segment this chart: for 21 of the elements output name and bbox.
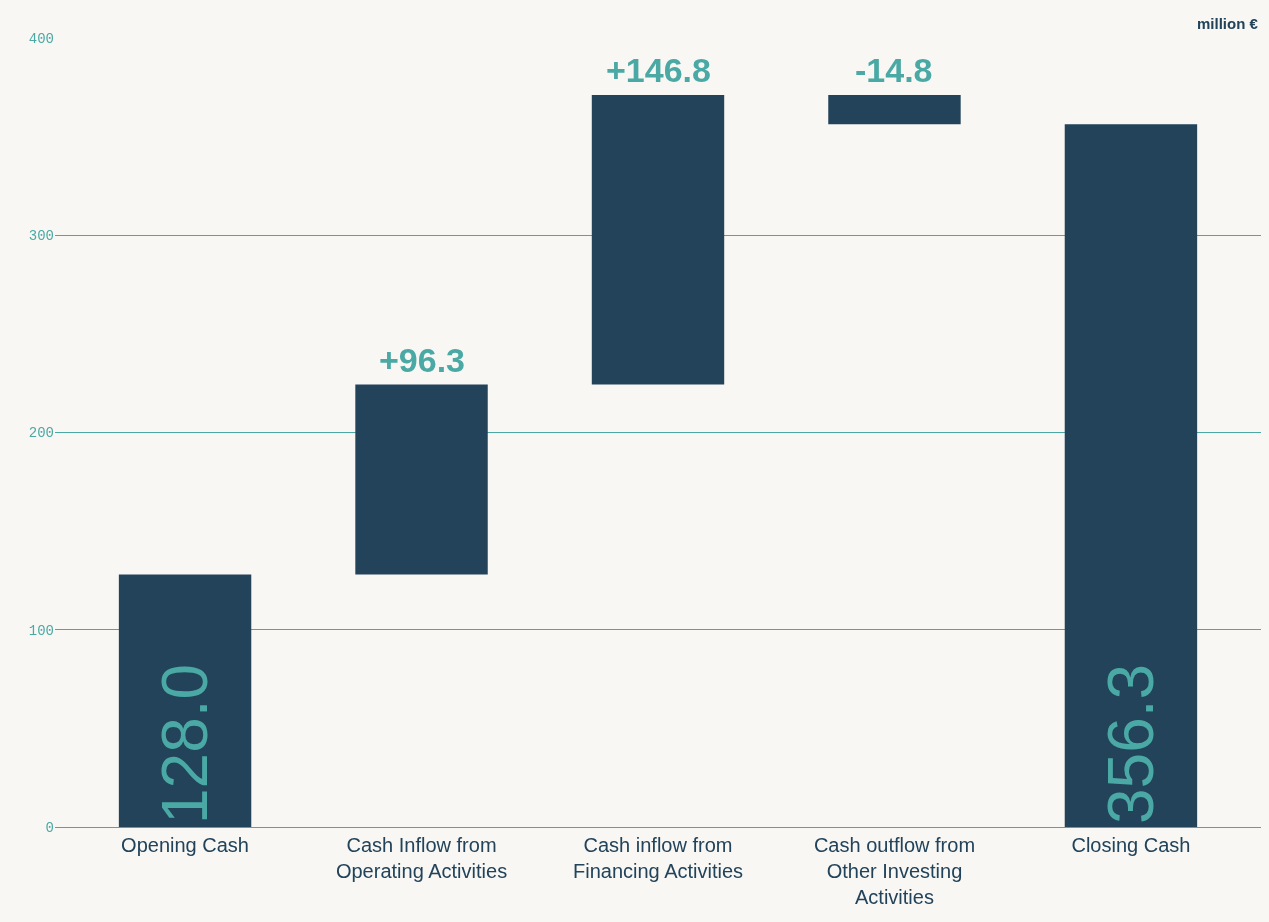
data-label: +96.3 [379, 341, 466, 379]
data-label: 128.0 [149, 663, 222, 824]
x-tick-label: Cash Inflow from Operating Activities [335, 834, 508, 882]
text: million € [1197, 15, 1259, 32]
x-tick-label: Cash inflow from Financing Activities [572, 834, 744, 882]
data-label: +146.8 [606, 51, 711, 89]
y-tick-label: 200 [28, 425, 54, 442]
bar [828, 95, 961, 125]
bar [591, 95, 725, 385]
data-label: 356.3 [1094, 663, 1167, 824]
data-label: -14.8 [855, 51, 933, 89]
y-tick-label: 0 [45, 819, 54, 836]
y-tick-label: 300 [28, 228, 54, 245]
y-tick-label: 100 [28, 622, 54, 639]
bar [118, 574, 252, 827]
x-tick-label: Opening Cash [121, 834, 249, 856]
x-tick-label: Cash outflow from Other Investing Activities [813, 834, 976, 908]
y-tick-label: 400 [28, 30, 54, 47]
bar [1064, 124, 1198, 827]
bar [355, 384, 488, 575]
x-tick-label: Closing Cash [1071, 834, 1191, 856]
